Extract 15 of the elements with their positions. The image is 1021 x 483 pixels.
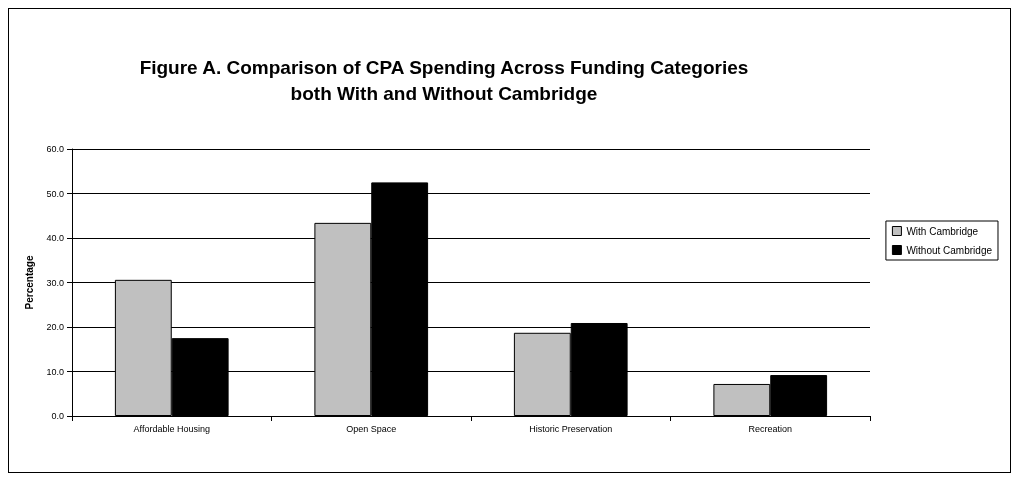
y-tick-label: 20.0 xyxy=(46,322,64,332)
y-tick-label: 50.0 xyxy=(46,188,64,199)
y-tick-label: 0.0 xyxy=(51,411,64,421)
x-tick-label: Recreation xyxy=(748,423,793,434)
y-axis-title: Percentage xyxy=(23,255,35,310)
y-tick-label: 10.0 xyxy=(46,366,64,377)
x-tick-label: Open Space xyxy=(346,423,397,434)
y-tick-label: 40.0 xyxy=(46,233,64,243)
chart-title: Figure A. Comparison of CPA Spending Across Funding Categories both With and Without Cambridge xyxy=(139,56,749,104)
legend-label: With Cambridge xyxy=(906,225,979,237)
y-tick-label: 30.0 xyxy=(46,277,64,288)
x-tick-label: Affordable Housing xyxy=(133,423,210,434)
legend-label: Without Cambridge xyxy=(906,244,993,256)
x-tick-label: Historic Preservation xyxy=(529,423,613,434)
y-tick-label: 60.0 xyxy=(46,144,64,154)
